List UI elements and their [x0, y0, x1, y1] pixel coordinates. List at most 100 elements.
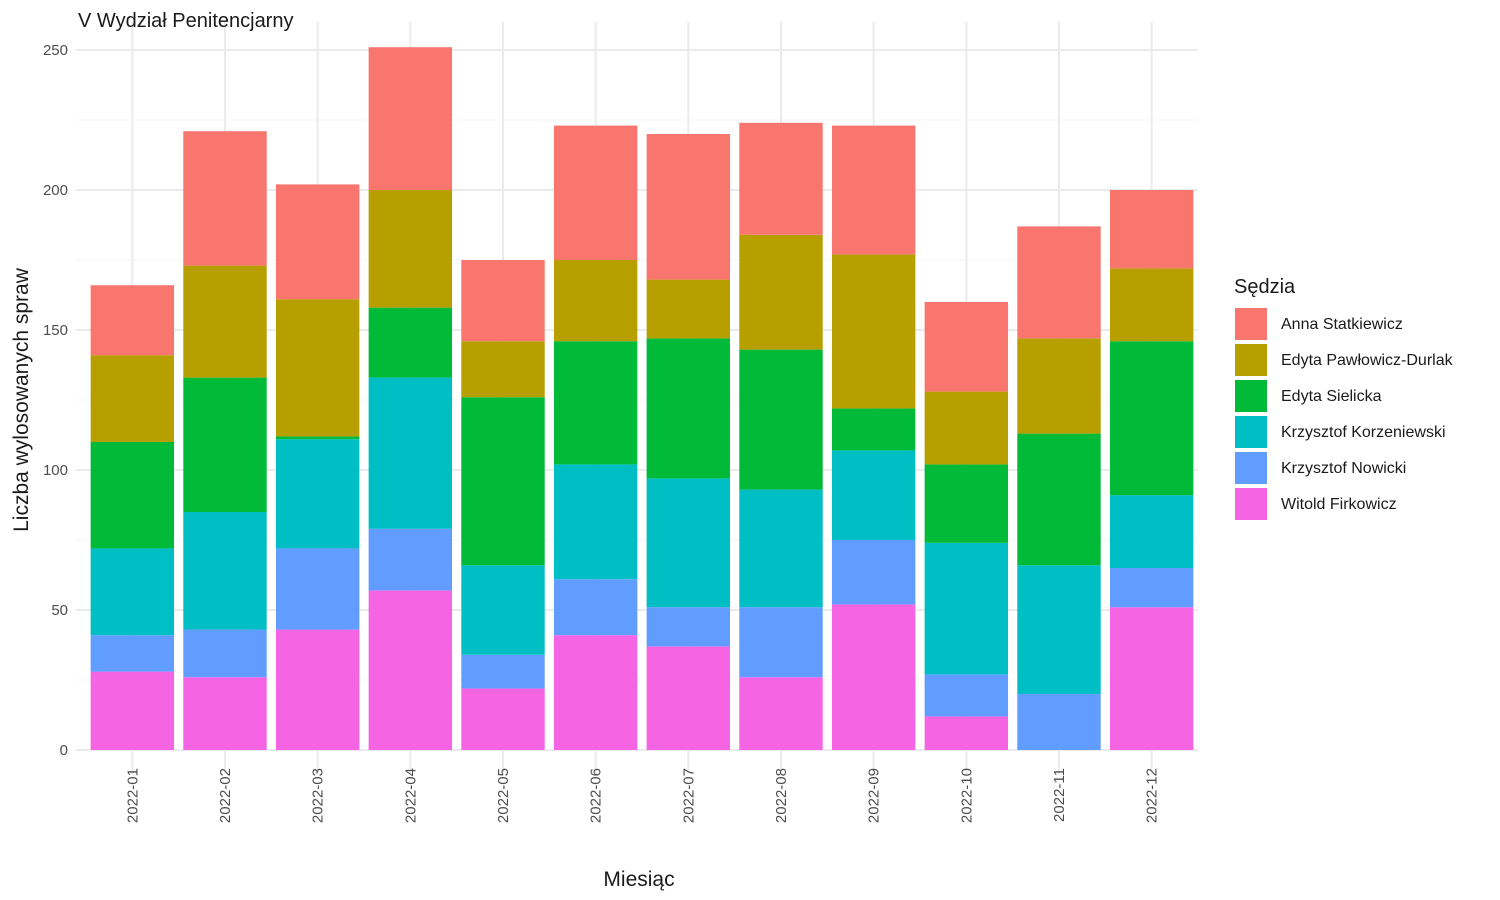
- x-tick-label: 2022-02: [217, 768, 234, 823]
- bar-segment: [90, 442, 175, 549]
- bar-segment: [553, 579, 638, 636]
- legend-swatch: [1235, 380, 1267, 412]
- legend-swatch: [1235, 308, 1267, 340]
- bar-segment: [183, 512, 267, 630]
- bar-segment: [368, 377, 453, 529]
- y-tick-label: 100: [43, 462, 68, 479]
- bar-segment: [1109, 495, 1194, 568]
- legend-label: Edyta Sielicka: [1281, 388, 1382, 405]
- bar-segment: [1109, 607, 1194, 750]
- bar-segment: [739, 607, 823, 678]
- bar-segment: [924, 302, 1009, 392]
- bar-segment: [646, 338, 731, 479]
- bar-segment: [831, 408, 916, 451]
- bar-segment: [646, 607, 731, 647]
- legend-swatch: [1235, 452, 1267, 484]
- x-tick-label: 2022-07: [680, 768, 697, 823]
- bar-segment: [553, 260, 638, 342]
- bar-segment: [461, 654, 545, 689]
- bar-segment: [90, 355, 175, 442]
- chart-title: V Wydział Penitencjarny: [78, 10, 293, 32]
- y-axis-ticks: 0 50 100 150 200 250: [43, 42, 68, 759]
- bar-segment: [90, 671, 175, 750]
- legend: Sędzia Anna Statkiewicz Edyta Pawłowicz-D…: [1234, 276, 1454, 520]
- x-tick-label: 2022-12: [1144, 768, 1161, 823]
- bar-segment: [1109, 568, 1194, 608]
- bar-segment: [368, 190, 453, 308]
- x-tick-label: 2022-03: [310, 768, 327, 823]
- legend-swatch: [1235, 416, 1267, 448]
- bar-segment: [368, 307, 453, 378]
- bar-segment: [275, 548, 360, 630]
- bar-segment: [831, 540, 916, 605]
- x-tick-label: 2022-01: [124, 768, 141, 823]
- bar-segment: [553, 464, 638, 580]
- bar-segment: [831, 450, 916, 540]
- bar-segment: [1109, 341, 1194, 496]
- bar-segment: [1017, 226, 1101, 339]
- legend-label: Edyta Pawłowicz-Durlak: [1281, 352, 1454, 369]
- bar-segment: [461, 565, 545, 655]
- legend-label: Krzysztof Korzeniewski: [1281, 424, 1446, 441]
- bar-segment: [275, 629, 360, 750]
- bar-segment: [183, 265, 267, 378]
- y-tick-label: 250: [43, 42, 68, 59]
- bar-segment: [1017, 694, 1101, 750]
- bar-segment: [831, 604, 916, 750]
- bar-segment: [275, 184, 360, 300]
- bar-segment: [183, 377, 267, 512]
- bar-segment: [831, 254, 916, 409]
- bar-segment: [646, 646, 731, 750]
- x-tick-label: 2022-06: [588, 768, 605, 823]
- x-axis-title: Miesiąc: [603, 868, 674, 891]
- bar-segment: [183, 131, 267, 266]
- bar-segment: [1109, 268, 1194, 342]
- bar-segment: [461, 688, 545, 750]
- bar-segment: [646, 134, 731, 280]
- bar-segment: [553, 341, 638, 465]
- bar-segment: [924, 542, 1009, 675]
- bar-segment: [90, 285, 175, 356]
- bar-segment: [368, 528, 453, 591]
- bar-segment: [461, 341, 545, 398]
- x-tick-label: 2022-05: [495, 768, 512, 823]
- y-tick-label: 0: [60, 742, 68, 759]
- bar-segment: [275, 439, 360, 549]
- bar-segment: [739, 677, 823, 750]
- bar-segment: [1017, 433, 1101, 566]
- bar-segment: [368, 590, 453, 750]
- x-tick-label: 2022-09: [866, 768, 883, 823]
- bar-segment: [1017, 338, 1101, 434]
- legend-label: Krzysztof Nowicki: [1281, 460, 1406, 477]
- bar-segment: [924, 674, 1009, 717]
- bar-segment: [461, 260, 545, 342]
- bar-segment: [90, 635, 175, 672]
- bar-segment: [739, 234, 823, 350]
- legend-swatch: [1235, 344, 1267, 376]
- x-axis-ticks: 2022-01 2022-02 2022-03 2022-04 2022-05 2022-…: [124, 768, 1160, 823]
- bar-segment: [368, 47, 453, 191]
- y-tick-label: 50: [51, 602, 68, 619]
- y-tick-label: 150: [43, 322, 68, 339]
- x-tick-label: 2022-11: [1051, 768, 1068, 822]
- legend-swatch: [1235, 488, 1267, 520]
- bar-segment: [183, 677, 267, 750]
- bar-segment: [183, 629, 267, 678]
- legend-label: Witold Firkowicz: [1281, 496, 1397, 513]
- x-tick-label: 2022-08: [773, 768, 790, 823]
- bar-segment: [924, 464, 1009, 543]
- bar-segment: [275, 299, 360, 437]
- bar-segment: [646, 279, 731, 339]
- bar-segment: [553, 635, 638, 750]
- y-axis-title: Liczba wylosowanych spraw: [10, 267, 33, 532]
- bar-segment: [924, 391, 1009, 465]
- bar-segment: [831, 125, 916, 255]
- bar-segment: [739, 489, 823, 608]
- bar-segment: [1017, 565, 1101, 694]
- legend-title: Sędzia: [1234, 276, 1296, 298]
- bar-segment: [1109, 190, 1194, 269]
- bar-segment: [90, 548, 175, 636]
- bar-segment: [739, 122, 823, 235]
- x-tick-label: 2022-04: [402, 768, 419, 823]
